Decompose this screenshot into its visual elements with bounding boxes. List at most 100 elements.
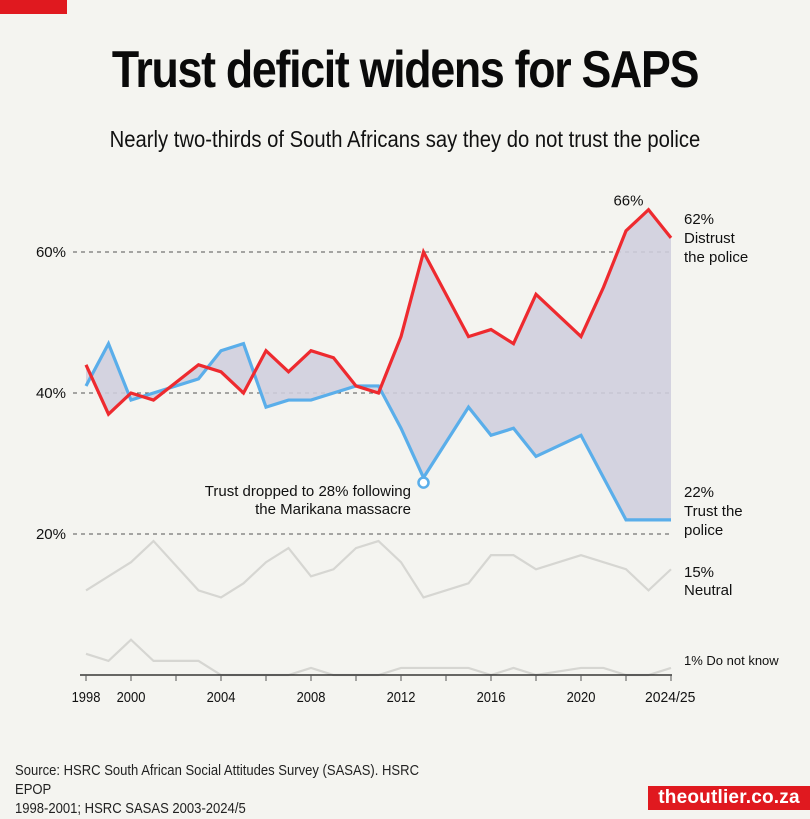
data-point-distrust [197,363,201,367]
x-tick-label: 2004 [207,689,236,706]
end-label-trust-value: 22% [684,484,714,501]
data-point-distrust [534,292,538,296]
data-point-distrust [647,208,651,212]
gap-tint-area [86,209,671,520]
data-point-neutral [197,588,201,592]
data-point-distrust [467,335,471,339]
y-tick-label: 20% [36,526,66,543]
data-point-trust [287,398,291,402]
data-point-neutral [377,539,381,543]
data-point-dontknow [579,666,583,670]
data-point-dontknow [309,666,313,670]
data-point-trust [219,349,223,353]
data-point-distrust [579,335,583,339]
data-point-trust [84,384,88,388]
data-point-distrust [129,391,133,395]
data-point-trust [264,405,268,409]
y-axis-labels: 20% 40% 60% [36,244,66,543]
trust-gap-area [86,209,671,520]
data-point-distrust [489,328,493,332]
data-point-neutral [332,567,336,571]
data-point-trust [197,377,201,381]
end-label-trust-line2: police [684,522,723,539]
x-tick-label: 2000 [117,689,146,706]
end-label-trust-line1: Trust the [684,503,743,520]
data-point-neutral [624,567,628,571]
series-line-neutral [85,539,672,599]
data-point-distrust [624,229,628,233]
data-point-dontknow [197,659,201,663]
brand-badge[interactable]: theoutlier.co.za [648,786,810,810]
end-label-distrust-line1: Distrust [684,230,736,247]
series-line-dontknow [85,638,672,677]
data-point-neutral [354,546,358,550]
data-point-dontknow [467,666,471,670]
series-line-trust [84,339,671,522]
x-tick-label: 2024/25 [645,689,695,706]
data-point-trust [602,476,606,480]
data-point-trust [107,342,111,346]
data-point-distrust [152,398,156,402]
data-point-distrust [422,250,426,254]
data-point-neutral [512,553,516,557]
annotation-marikana-line2: the Marikana massacre [255,501,411,518]
data-point-trust [647,518,651,522]
data-point-trust [534,454,538,458]
main-series [84,207,673,670]
data-point-distrust [264,349,268,353]
minor-series [85,539,672,677]
data-point-trust [309,398,313,402]
data-point-distrust [669,236,673,240]
x-tick-label: 2020 [567,689,596,706]
data-point-distrust [84,363,88,367]
data-point-distrust [242,391,246,395]
data-point-trust [399,426,403,430]
data-point-neutral [107,574,111,578]
data-point-trust [579,433,583,437]
x-tick-label: 2008 [297,689,326,706]
data-point-neutral [219,595,223,599]
data-point-neutral [579,553,583,557]
annotation-marikana-line1: Trust dropped to 28% following [205,483,411,500]
data-point-trust [332,391,336,395]
data-point-dontknow [602,666,606,670]
data-point-neutral [467,581,471,585]
data-point-trust [242,342,246,346]
data-point-neutral [489,553,493,557]
x-tick-label: 2016 [477,689,506,706]
data-point-neutral [84,588,88,592]
data-point-dontknow [422,666,426,670]
data-point-distrust [107,412,111,416]
data-point-trust [624,518,628,522]
data-point-distrust [377,391,381,395]
data-point-trust [377,384,381,388]
data-point-dontknow [107,659,111,663]
y-tick-label: 60% [36,244,66,261]
source-note: Source: HSRC South African Social Attitu… [15,762,438,819]
data-point-trust [512,426,516,430]
data-point-neutral [669,567,673,571]
x-tick-label: 1998 [72,689,101,706]
data-point-neutral [399,560,403,564]
data-point-trust [489,433,493,437]
chart-title: Trust deficit widens for SAPS [111,41,700,99]
data-point-distrust [309,349,313,353]
data-point-neutral [647,588,651,592]
data-point-distrust [332,356,336,360]
brand-accent-bar [0,0,67,14]
marikana-marker [417,476,430,489]
end-label-distrust-value: 62% [684,211,714,228]
y-tick-label: 40% [36,385,66,402]
data-point-neutral [152,539,156,543]
data-point-trust [669,518,673,522]
data-point-neutral [242,581,246,585]
series-line-distrust [84,207,673,417]
data-point-trust [354,384,358,388]
data-point-neutral [422,595,426,599]
data-point-dontknow [399,666,403,670]
data-point-neutral [309,574,313,578]
end-label-neutral-line1: Neutral [684,582,732,599]
data-point-neutral [287,546,291,550]
x-axis: 1998 2000 2004 2008 2012 2016 2020 2024/25 [72,674,695,706]
